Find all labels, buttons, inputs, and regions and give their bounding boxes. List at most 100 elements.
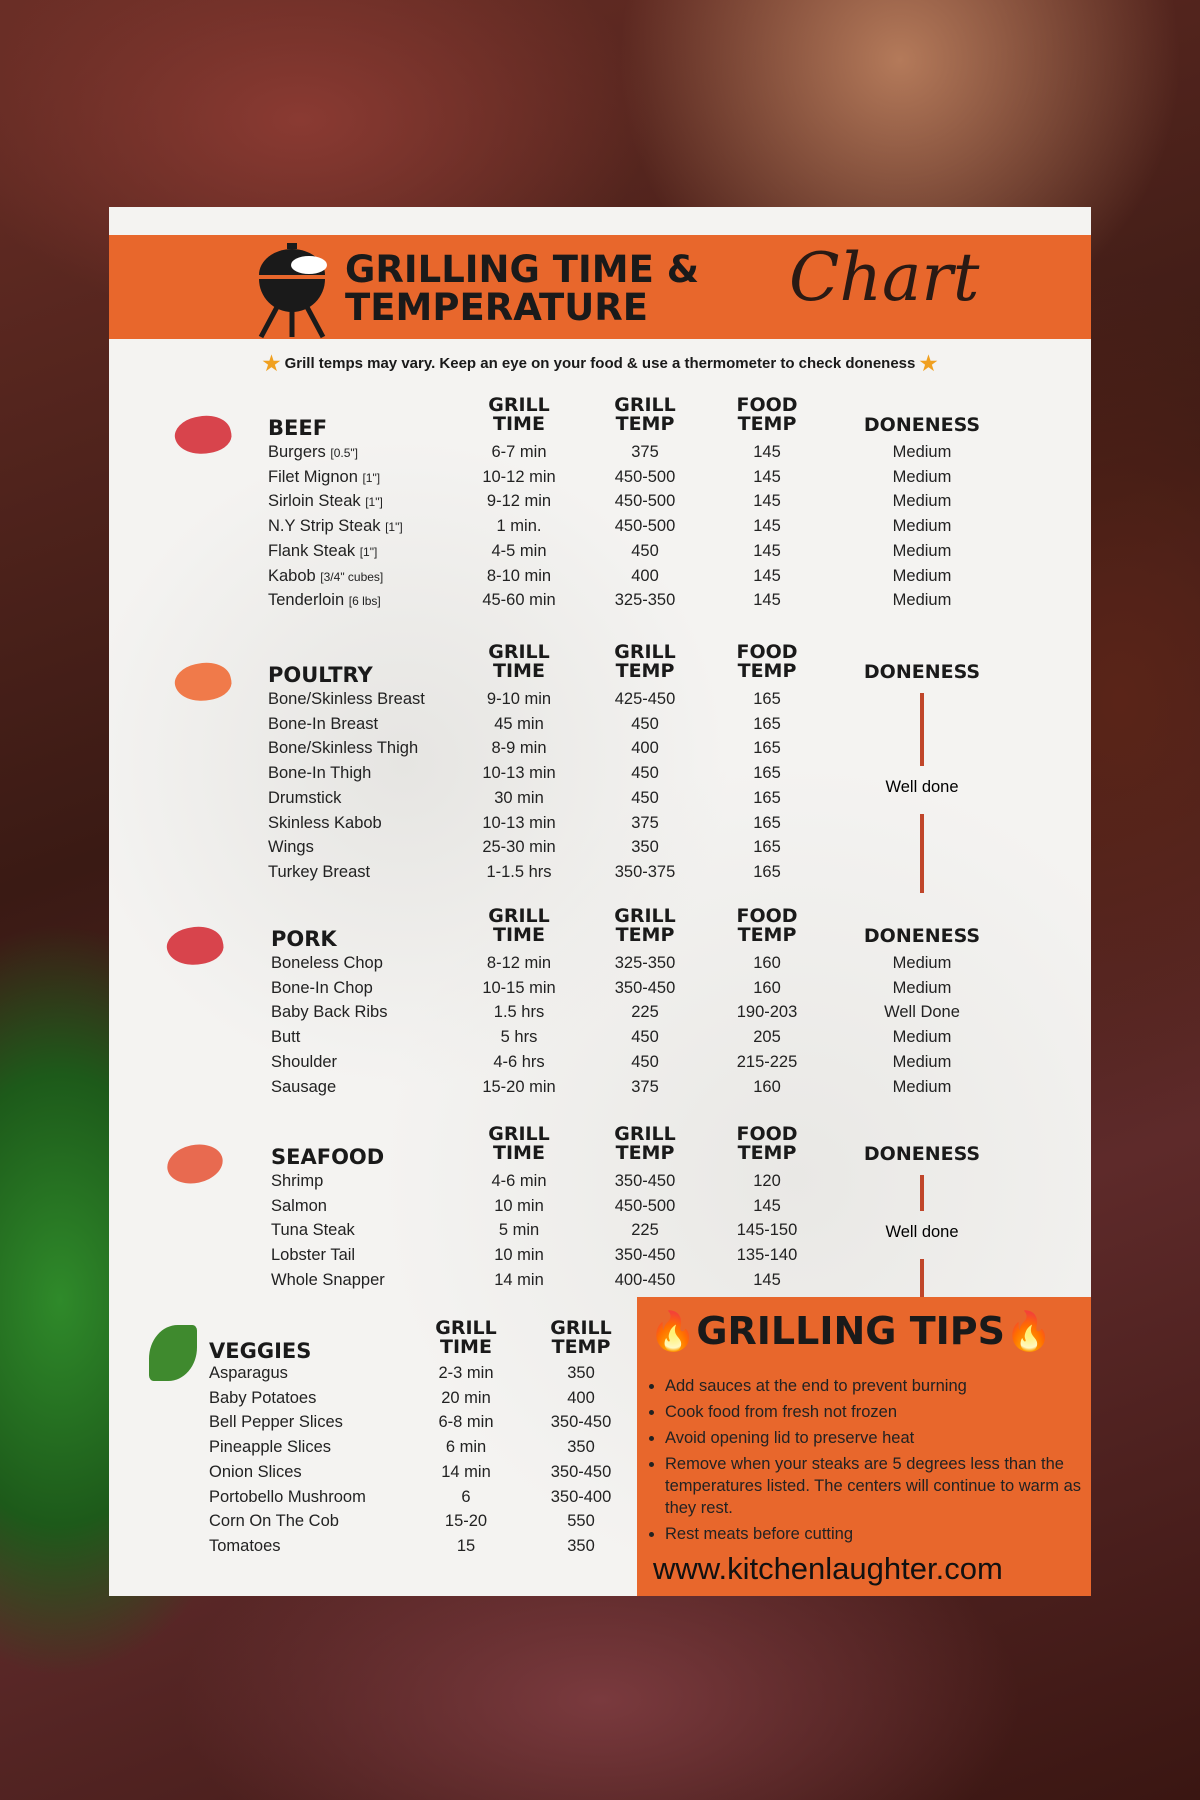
table-row: Portobello Mushroom 6 350-400 bbox=[109, 1485, 629, 1510]
grill-temp: 550 bbox=[567, 1512, 595, 1531]
column-header: GRILL TIME bbox=[488, 1123, 550, 1164]
item-name: Flank Steak [1"] bbox=[268, 541, 378, 560]
grill-temp: 425-450 bbox=[614, 690, 676, 708]
table-row: Boneless Chop 8-12 min 325-350 160 Medium bbox=[109, 951, 1091, 976]
column-header: GRILL TIME bbox=[488, 905, 550, 946]
grill-time: 1-1.5 hrs bbox=[486, 862, 552, 881]
grill-temp: 450-500 bbox=[614, 1196, 676, 1215]
item-name: Asparagus bbox=[209, 1364, 288, 1382]
item-name: Corn On The Cob bbox=[209, 1512, 339, 1531]
table-row: Tenderloin [6 lbs] 45-60 min 325-350 145 Med… bbox=[109, 588, 1091, 613]
grill-temp: 450 bbox=[631, 764, 659, 783]
grill-time: 15-20 min bbox=[482, 1077, 556, 1096]
grill-time: 8-12 min bbox=[486, 954, 552, 972]
grill-time: 10-15 min bbox=[482, 978, 556, 997]
grill-time: 15-20 bbox=[444, 1512, 488, 1531]
doneness: Medium bbox=[892, 591, 952, 610]
grill-temp: 350-450 bbox=[614, 978, 676, 997]
doneness: Medium bbox=[892, 517, 952, 536]
item-size: [0.5"] bbox=[330, 446, 358, 460]
food-temp: 145 bbox=[753, 591, 781, 610]
doneness: Well done bbox=[885, 1222, 959, 1241]
grill-temp: 400 bbox=[631, 739, 659, 758]
star-icon: ★ bbox=[919, 353, 938, 375]
grill-time: 10-13 min bbox=[482, 764, 556, 783]
item-name: Drumstick bbox=[268, 788, 342, 807]
grill-time: 45 min bbox=[494, 714, 544, 733]
grill-time: 6-8 min bbox=[438, 1413, 494, 1432]
grill-temp: 450 bbox=[631, 1052, 659, 1071]
doneness: Medium bbox=[892, 1028, 952, 1047]
table-row: Bone/Skinless Thigh 8-9 min 400 165 bbox=[109, 736, 1091, 761]
grill-time: 6 min bbox=[445, 1438, 487, 1457]
table-row: Whole Snapper 14 min 400-450 145 bbox=[109, 1268, 1091, 1293]
item-name: Tenderloin [6 lbs] bbox=[268, 591, 381, 610]
column-header: GRILL TEMP bbox=[614, 1123, 676, 1164]
category-title: POULTRY bbox=[268, 663, 373, 687]
column-header-doneness: DONENESS bbox=[863, 925, 981, 947]
food-temp: 165 bbox=[753, 714, 781, 733]
flame-icon: 🔥 bbox=[1005, 1309, 1053, 1353]
title-script: Chart bbox=[789, 239, 980, 316]
grill-temp: 325-350 bbox=[614, 591, 676, 610]
tip-item: Cook food from fresh not frozen bbox=[665, 1401, 1085, 1423]
food-temp: 160 bbox=[753, 954, 781, 972]
food-temp: 120 bbox=[753, 1172, 781, 1190]
food-temp: 145 bbox=[753, 443, 781, 461]
column-header: FOOD TEMP bbox=[736, 641, 798, 682]
item-name: Tuna Steak bbox=[271, 1221, 355, 1240]
food-temp: 165 bbox=[753, 862, 781, 881]
item-name: Turkey Breast bbox=[268, 862, 371, 881]
table-row: Asparagus 2-3 min 350 bbox=[109, 1361, 629, 1386]
table-row: Shrimp 4-6 min 350-450 120 bbox=[109, 1169, 1091, 1194]
item-size: [1"] bbox=[362, 470, 381, 485]
grill-time: 10-13 min bbox=[482, 813, 556, 832]
food-temp: 205 bbox=[753, 1028, 781, 1047]
column-header-doneness: DONENESS bbox=[863, 661, 981, 683]
item-name: Portobello Mushroom bbox=[209, 1487, 366, 1506]
food-temp: 160 bbox=[753, 1077, 781, 1096]
grill-temp: 450 bbox=[631, 1028, 659, 1047]
column-header: FOOD TEMP bbox=[736, 1123, 798, 1164]
table-row: Filet Mignon [1"] 10-12 min 450-500 145 Medi… bbox=[109, 465, 1091, 490]
grill-temp: 350 bbox=[567, 1438, 595, 1457]
grill-time: 4-6 hrs bbox=[493, 1052, 545, 1071]
grill-temp: 375 bbox=[631, 1077, 659, 1096]
grill-temp: 350 bbox=[567, 1536, 595, 1555]
grill-time: 20 min bbox=[441, 1388, 491, 1407]
column-header: FOOD TEMP bbox=[736, 394, 798, 435]
grill-time: 8-9 min bbox=[491, 739, 547, 758]
column-header: FOOD TEMP bbox=[736, 905, 798, 946]
item-name: Skinless Kabob bbox=[268, 813, 382, 832]
table-row: Baby Back Ribs 1.5 hrs 225 190-203 Well Don… bbox=[109, 1000, 1091, 1025]
category-title: SEAFOOD bbox=[271, 1145, 385, 1169]
food-temp: 145 bbox=[753, 492, 781, 511]
food-temp: 165 bbox=[753, 764, 781, 783]
item-name: Baby Back Ribs bbox=[271, 1003, 388, 1022]
grilling-tips-box: 🔥GRILLING TIPS🔥 Add sauces at the end to… bbox=[637, 1297, 1091, 1596]
tip-item: Add sauces at the end to prevent burning bbox=[665, 1375, 1085, 1397]
item-name: Lobster Tail bbox=[271, 1246, 356, 1265]
tip-item: Remove when your steaks are 5 degrees le… bbox=[665, 1453, 1085, 1519]
grill-temp: 350-450 bbox=[550, 1413, 612, 1432]
column-header: GRILL TIME bbox=[488, 641, 550, 682]
grill-temp: 350-400 bbox=[550, 1487, 612, 1506]
tip-item: Rest meats before cutting bbox=[665, 1523, 1085, 1545]
grill-temp: 350-450 bbox=[550, 1462, 612, 1481]
column-header: GRILL TIME bbox=[435, 1317, 497, 1358]
table-row: Bell Pepper Slices 6-8 min 350-450 bbox=[109, 1410, 629, 1435]
website-link[interactable]: www.kitchenlaughter.com bbox=[653, 1551, 1003, 1586]
item-name: Bone/Skinless Breast bbox=[268, 690, 425, 708]
item-name: N.Y Strip Steak [1"] bbox=[268, 517, 403, 536]
grill-time: 1.5 hrs bbox=[493, 1003, 545, 1022]
column-header-doneness: DONENESS bbox=[863, 1143, 981, 1165]
grill-temp: 450-500 bbox=[614, 492, 676, 511]
table-row: N.Y Strip Steak [1"] 1 min. 450-500 145 Medi… bbox=[109, 514, 1091, 539]
grill-temp: 375 bbox=[631, 813, 659, 832]
table-row: Pineapple Slices 6 min 350 bbox=[109, 1435, 629, 1460]
table-row: Burgers [0.5"] 6-7 min 375 145 Medium bbox=[109, 440, 1091, 465]
table-row: Turkey Breast 1-1.5 hrs 350-375 165 bbox=[109, 860, 1091, 885]
item-name: Bone-In Thigh bbox=[268, 764, 372, 783]
grill-temp: 350 bbox=[567, 1364, 595, 1382]
table-row: Drumstick 30 min 450 165 bbox=[109, 786, 1091, 811]
